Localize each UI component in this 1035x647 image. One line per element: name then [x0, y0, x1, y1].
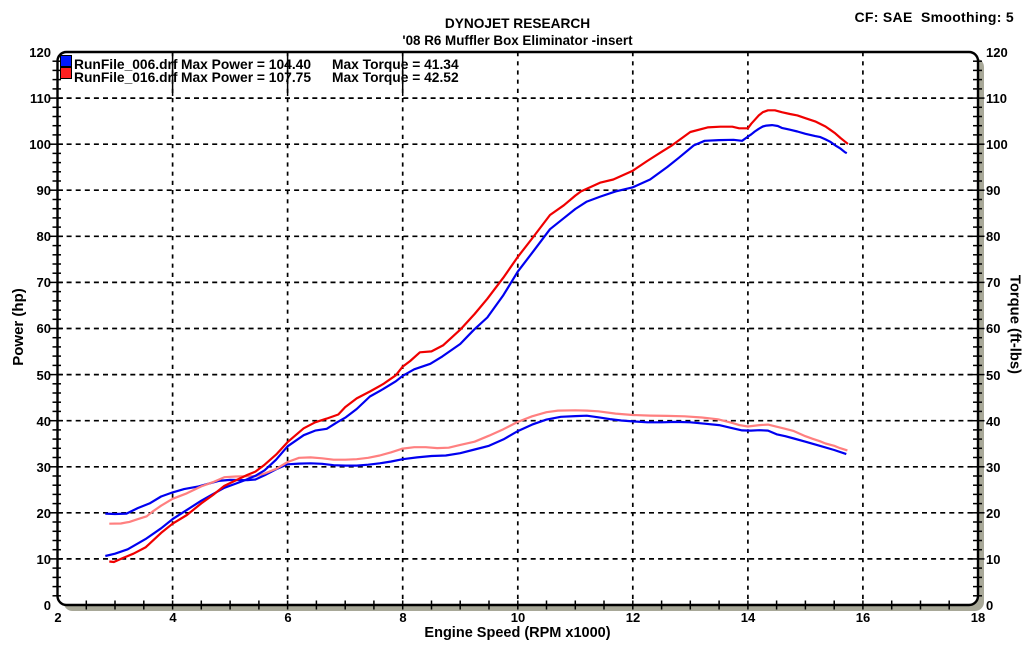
- svg-text:Torque (ft-lbs): Torque (ft-lbs): [1007, 275, 1023, 374]
- svg-text:Power (hp): Power (hp): [10, 288, 27, 366]
